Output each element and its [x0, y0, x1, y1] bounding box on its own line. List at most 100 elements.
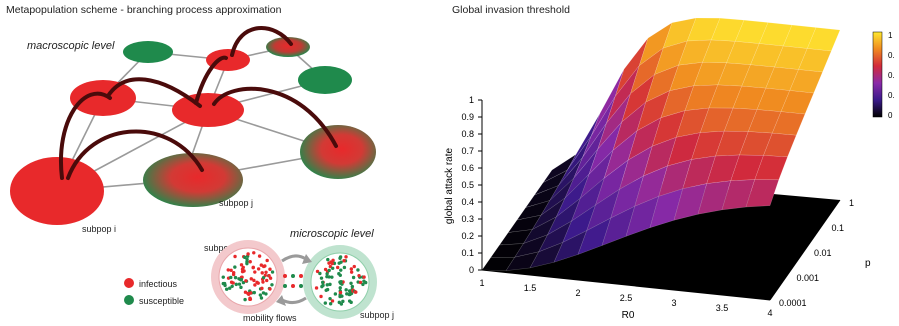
surface-cell: [717, 62, 751, 87]
inset-subpop-j-label: subpop j: [360, 310, 394, 320]
individual-dot: [253, 270, 257, 274]
surface-cell: [702, 39, 736, 64]
legend-infectious-swatch: [124, 278, 134, 288]
surface-cell: [715, 130, 749, 157]
node-infected-center: [172, 93, 244, 127]
z-tick-label: 0.2: [461, 231, 474, 241]
individual-dot: [356, 268, 360, 272]
individual-dot: [342, 259, 346, 263]
surface-cell: [571, 177, 605, 222]
individual-dot: [339, 260, 343, 264]
individual-dot: [268, 276, 273, 280]
node-mixed-top: [266, 37, 310, 57]
macroscopic-level-label: macroscopic level: [27, 40, 115, 52]
inset-subpop-j-individuals: [314, 255, 368, 306]
individual-dot: [319, 294, 323, 299]
colorbar: [872, 31, 883, 118]
individual-dot: [230, 284, 234, 288]
surface-cell: [588, 121, 622, 175]
surface-cell: [507, 214, 542, 233]
individual-dot: [338, 294, 342, 299]
transmission-arcs: [58, 26, 338, 180]
z-tick-label: 0.3: [461, 214, 474, 224]
individual-dot: [330, 275, 334, 279]
individual-dot: [251, 265, 256, 270]
individual-dot: [349, 281, 353, 285]
surface-cell: [765, 66, 799, 91]
individual-dot: [231, 281, 235, 285]
node-mixed-right: [300, 125, 376, 179]
surface-cell: [643, 136, 677, 177]
individual-dot: [350, 284, 355, 289]
z-tick-label: 0.1: [461, 248, 474, 258]
surface-cell: [567, 113, 601, 171]
surface-cell: [673, 183, 708, 221]
surface-cell: [675, 107, 710, 138]
individual-dot: [338, 273, 342, 277]
surface-cell: [667, 132, 701, 167]
left-panel-title: Metapopulation scheme - branching proces…: [6, 4, 282, 16]
individual-dot: [260, 271, 264, 275]
individual-dot: [314, 286, 319, 290]
y-tick-label: 0.001: [797, 273, 820, 283]
surface-cell: [726, 41, 760, 65]
inset-subpop-i-label: subpop i: [204, 243, 238, 253]
z-tick-label: 0.7: [461, 146, 474, 156]
surface-cell: [741, 64, 775, 89]
individual-dot: [325, 272, 329, 276]
individual-dot: [344, 255, 348, 259]
individual-dot: [349, 267, 354, 271]
surface-cell: [619, 145, 653, 190]
individual-dot: [352, 264, 356, 269]
individual-dot: [341, 299, 345, 304]
surface-cell: [627, 117, 662, 161]
individual-dot: [256, 281, 260, 285]
individual-dot: [221, 275, 225, 279]
individual-dot: [357, 273, 361, 278]
individual-dot: [237, 282, 242, 286]
individual-dot: [362, 275, 366, 279]
surface-cell: [615, 37, 649, 97]
surface-cell: [686, 17, 721, 42]
surface-cell: [789, 69, 823, 94]
colorbar-tick-label: 0.: [888, 71, 895, 80]
y-axis-line: [769, 199, 841, 301]
y-tick-label: 0.01: [814, 248, 832, 258]
z-tick-label: 0.6: [461, 163, 474, 173]
surface-cell: [547, 197, 581, 236]
surface-cell: [586, 188, 620, 232]
surface-cell: [625, 196, 660, 237]
surface-cell: [525, 185, 559, 208]
individual-dot: [358, 280, 363, 285]
individual-dot: [339, 268, 343, 272]
node-susceptible-top: [123, 41, 173, 63]
individual-dot: [261, 275, 266, 280]
surface-cell: [523, 216, 557, 244]
x-tick-label: 1.5: [524, 283, 537, 293]
individual-dot: [223, 283, 227, 288]
surface-cell: [558, 135, 592, 186]
surface-cell: [654, 40, 688, 75]
individual-dot: [323, 301, 328, 305]
individual-dot: [325, 274, 329, 279]
surface-cell: [591, 69, 625, 136]
individual-dot: [353, 290, 357, 294]
surface-cell: [499, 229, 533, 246]
individual-dot: [330, 261, 334, 266]
surface-cell: [577, 217, 612, 255]
individual-dot: [330, 266, 335, 270]
individual-dot: [344, 288, 348, 292]
node-infected-top: [206, 49, 250, 71]
individual-dot: [333, 292, 338, 296]
surface-cell: [723, 107, 758, 132]
individual-dot: [347, 299, 352, 303]
surface-cell: [543, 154, 577, 183]
subpop-i-label: subpop i: [82, 224, 116, 234]
y-tick-label: 0.0001: [779, 298, 807, 308]
individual-dot: [349, 270, 354, 274]
surface-cell: [505, 251, 540, 271]
surface-cell: [721, 179, 756, 211]
individual-dot: [260, 286, 264, 291]
surface-cell: [612, 101, 647, 151]
individual-dot: [228, 286, 232, 290]
